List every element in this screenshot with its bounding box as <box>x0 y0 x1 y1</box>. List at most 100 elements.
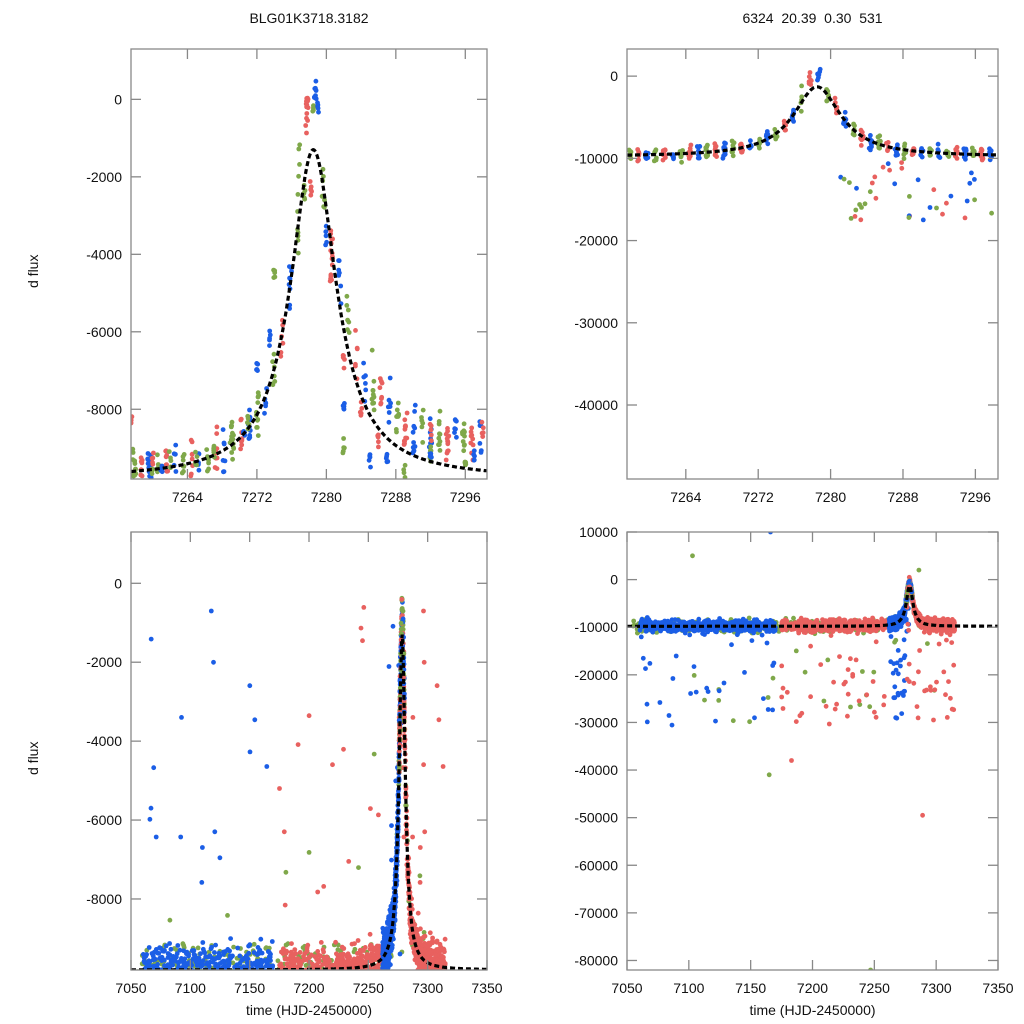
point-red <box>401 438 407 444</box>
point-blue <box>287 264 292 269</box>
point-red <box>402 739 407 744</box>
point-green <box>166 449 172 454</box>
point-green <box>757 145 762 151</box>
point-green <box>168 458 174 464</box>
point-green <box>437 448 443 453</box>
point-green <box>370 388 376 393</box>
point-red <box>436 717 442 723</box>
point-blue <box>721 145 727 150</box>
point-green <box>972 197 977 203</box>
point-red <box>331 972 336 977</box>
point-green <box>335 947 341 953</box>
point-red <box>376 812 381 818</box>
point-green <box>180 454 186 459</box>
point-blue <box>383 973 388 978</box>
point-blue <box>173 451 178 457</box>
point-blue <box>251 972 256 977</box>
point-blue <box>153 986 158 991</box>
point-green <box>325 974 330 979</box>
point-blue <box>228 936 234 941</box>
point-blue <box>164 975 169 980</box>
point-red <box>326 978 331 983</box>
point-green <box>297 162 302 167</box>
point-red <box>308 970 313 975</box>
point-red <box>342 989 347 994</box>
point-red <box>445 428 450 434</box>
point-red <box>422 974 427 979</box>
point-red <box>443 972 448 977</box>
point-blue <box>477 441 483 446</box>
point-blue <box>161 973 166 978</box>
point-green <box>195 974 200 979</box>
point-red <box>189 456 195 462</box>
point-blue <box>244 974 249 979</box>
point-red <box>296 972 301 977</box>
point-blue <box>410 429 416 435</box>
point-red <box>139 473 145 479</box>
point-green <box>215 978 220 983</box>
point-red <box>304 130 309 136</box>
point-red <box>425 970 430 975</box>
point-red <box>283 976 288 981</box>
point-green <box>394 429 399 435</box>
point-blue <box>167 941 173 946</box>
y-tick-label: 0 <box>610 68 618 84</box>
point-red <box>402 417 408 423</box>
point-red <box>336 980 341 985</box>
point-blue <box>199 880 205 885</box>
point-green <box>255 417 260 423</box>
point-red <box>358 972 363 977</box>
point-red <box>430 973 435 978</box>
point-blue <box>250 974 255 979</box>
point-blue <box>919 146 924 151</box>
point-blue <box>162 980 167 985</box>
point-blue <box>202 971 207 976</box>
point-blue <box>141 955 147 961</box>
point-red <box>345 978 350 983</box>
point-blue <box>740 616 746 622</box>
point-blue <box>203 974 208 979</box>
point-green <box>421 930 427 935</box>
point-green <box>848 704 853 710</box>
point-green <box>344 977 349 982</box>
point-blue <box>226 974 231 979</box>
point-red <box>962 215 968 221</box>
y-tick-label: -4000 <box>86 246 122 262</box>
point-blue <box>149 951 155 956</box>
point-red <box>313 973 318 978</box>
point-green <box>296 173 301 179</box>
point-blue <box>165 972 170 977</box>
point-blue <box>180 973 185 978</box>
point-blue <box>221 960 227 966</box>
point-green <box>269 985 274 990</box>
point-blue <box>258 964 264 970</box>
point-blue <box>313 78 319 84</box>
point-green <box>157 984 162 989</box>
point-green <box>654 155 659 161</box>
point-red <box>408 922 414 928</box>
point-blue <box>427 416 433 422</box>
xlabel-bottom-left: time (HJD-2450000) <box>245 1002 373 1018</box>
point-red <box>870 679 876 684</box>
point-blue <box>338 283 344 289</box>
point-red <box>377 974 382 979</box>
point-blue <box>739 628 744 634</box>
point-green <box>212 972 217 977</box>
point-green <box>371 400 377 406</box>
point-red <box>319 973 324 978</box>
point-blue <box>363 387 369 393</box>
point-green <box>132 472 138 478</box>
point-red <box>374 943 380 949</box>
point-green <box>730 153 736 159</box>
point-blue <box>389 857 394 863</box>
point-red <box>329 979 334 984</box>
point-red <box>189 480 194 485</box>
point-red <box>342 978 347 983</box>
point-blue <box>696 616 702 622</box>
point-blue <box>920 217 926 223</box>
point-blue <box>267 343 272 348</box>
point-green <box>161 984 166 989</box>
point-red <box>425 971 430 976</box>
point-blue <box>147 959 153 965</box>
point-blue <box>384 934 389 939</box>
